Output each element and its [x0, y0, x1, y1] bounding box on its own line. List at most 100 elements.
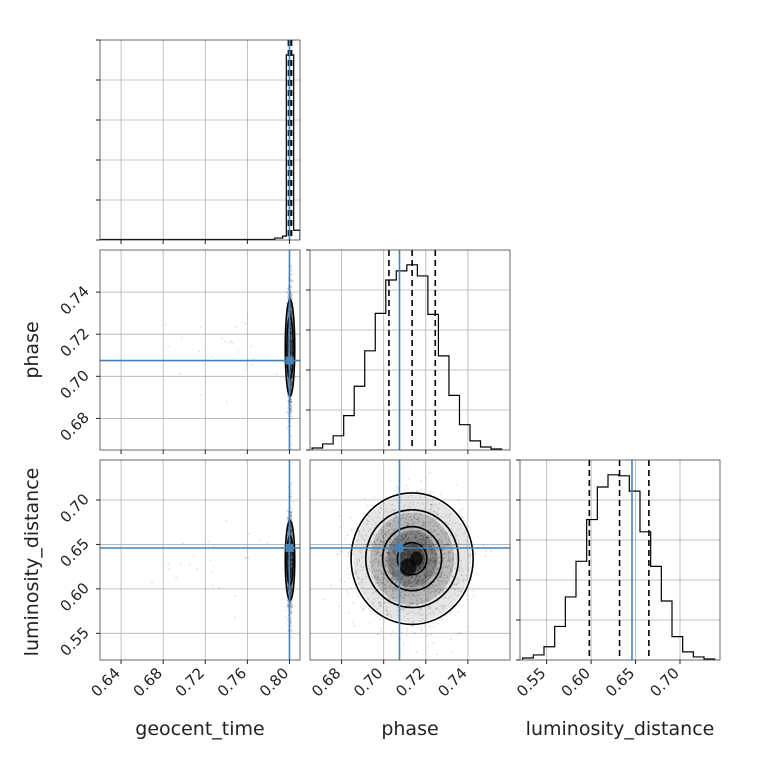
sample-point: [419, 529, 421, 531]
sample-point: [448, 613, 451, 615]
sample-point: [290, 619, 293, 622]
sample-point: [247, 557, 250, 559]
sample-point: [417, 530, 419, 533]
sample-point: [407, 539, 409, 542]
sample-point: [410, 538, 413, 541]
sample-point: [411, 581, 414, 583]
sample-point: [438, 591, 441, 593]
sample-point: [290, 340, 293, 343]
sample-point: [377, 573, 379, 576]
sample-point: [290, 399, 292, 402]
sample-point: [384, 557, 387, 560]
panel-frame-2-1: [309, 459, 511, 661]
sample-point: [456, 583, 459, 585]
sample-point: [437, 508, 439, 511]
sample-point: [388, 529, 390, 532]
sample-point: [286, 291, 289, 294]
sample-point: [289, 400, 292, 403]
sample-point: [405, 516, 408, 519]
scatter-points-geocent_time-luminosity_distance: [151, 520, 269, 619]
sample-point: [397, 487, 400, 489]
sample-point: [446, 576, 448, 579]
sample-point: [380, 578, 383, 581]
sample-point: [376, 538, 379, 540]
sample-point: [287, 519, 289, 521]
sample-point: [290, 409, 293, 411]
x-axis-title-luminosity_distance: luminosity_distance: [526, 718, 715, 740]
sample-point: [462, 570, 464, 573]
sample-point: [427, 596, 430, 598]
sample-point: [455, 522, 457, 525]
sample-point: [422, 590, 425, 592]
sample-point: [378, 554, 381, 557]
sample-point: [290, 401, 293, 403]
sample-point: [422, 531, 425, 533]
sample-point: [431, 518, 434, 520]
sample-point: [290, 586, 293, 589]
sample-point: [360, 565, 363, 568]
sample-point: [380, 603, 383, 605]
sample-point: [427, 514, 430, 517]
sample-point: [415, 536, 417, 539]
sample-point: [449, 595, 452, 597]
sample-point: [428, 607, 430, 610]
sample-point: [372, 550, 374, 553]
sample-point: [427, 574, 430, 577]
sample-point: [390, 544, 393, 547]
sample-point: [433, 549, 435, 551]
sample-point: [393, 551, 395, 553]
sample-point: [374, 570, 377, 573]
sample-point: [339, 526, 342, 529]
sample-point: [366, 520, 369, 523]
sample-point: [403, 584, 406, 587]
sample-point: [366, 523, 368, 525]
sample-point: [290, 528, 293, 531]
sample-point: [289, 592, 292, 595]
sample-point: [428, 574, 431, 577]
sample-point: [441, 528, 444, 530]
sample-point: [407, 523, 410, 525]
sample-point: [392, 600, 395, 602]
sample-point: [244, 322, 247, 325]
sample-point: [387, 531, 389, 534]
sample-point: [416, 594, 419, 597]
sample-point: [441, 542, 444, 544]
sample-point: [427, 599, 430, 601]
sample-point: [394, 589, 397, 592]
sample-point: [389, 586, 392, 589]
sample-point: [411, 586, 413, 588]
sample-point: [371, 560, 373, 563]
sample-point: [416, 568, 419, 571]
sample-point: [404, 538, 407, 541]
sample-point: [402, 511, 405, 514]
sample-point: [420, 578, 422, 581]
sample-point: [290, 280, 293, 282]
sample-point: [368, 607, 370, 610]
sample-point: [422, 578, 425, 581]
sample-point: [287, 587, 289, 589]
sample-point: [373, 605, 376, 608]
sample-point: [432, 520, 435, 523]
sample-point: [405, 538, 408, 541]
sample-point: [441, 532, 443, 535]
sample-point: [290, 386, 292, 389]
sample-point: [376, 553, 378, 555]
sample-point: [464, 531, 467, 534]
sample-point: [413, 515, 416, 518]
sample-point: [372, 577, 375, 580]
sample-point: [461, 591, 463, 594]
sample-point: [378, 551, 380, 554]
sample-point: [437, 562, 440, 565]
sample-point: [421, 524, 423, 527]
sample-point: [433, 591, 436, 594]
sample-point: [425, 579, 427, 582]
sample-point: [457, 611, 460, 614]
sample-point: [395, 565, 397, 568]
sample-point: [386, 580, 389, 583]
sample-point: [386, 561, 388, 564]
sample-point: [439, 555, 441, 558]
sample-point: [423, 585, 425, 587]
sample-point: [439, 542, 442, 545]
sample-point: [290, 285, 292, 288]
contour-line: [364, 508, 460, 609]
